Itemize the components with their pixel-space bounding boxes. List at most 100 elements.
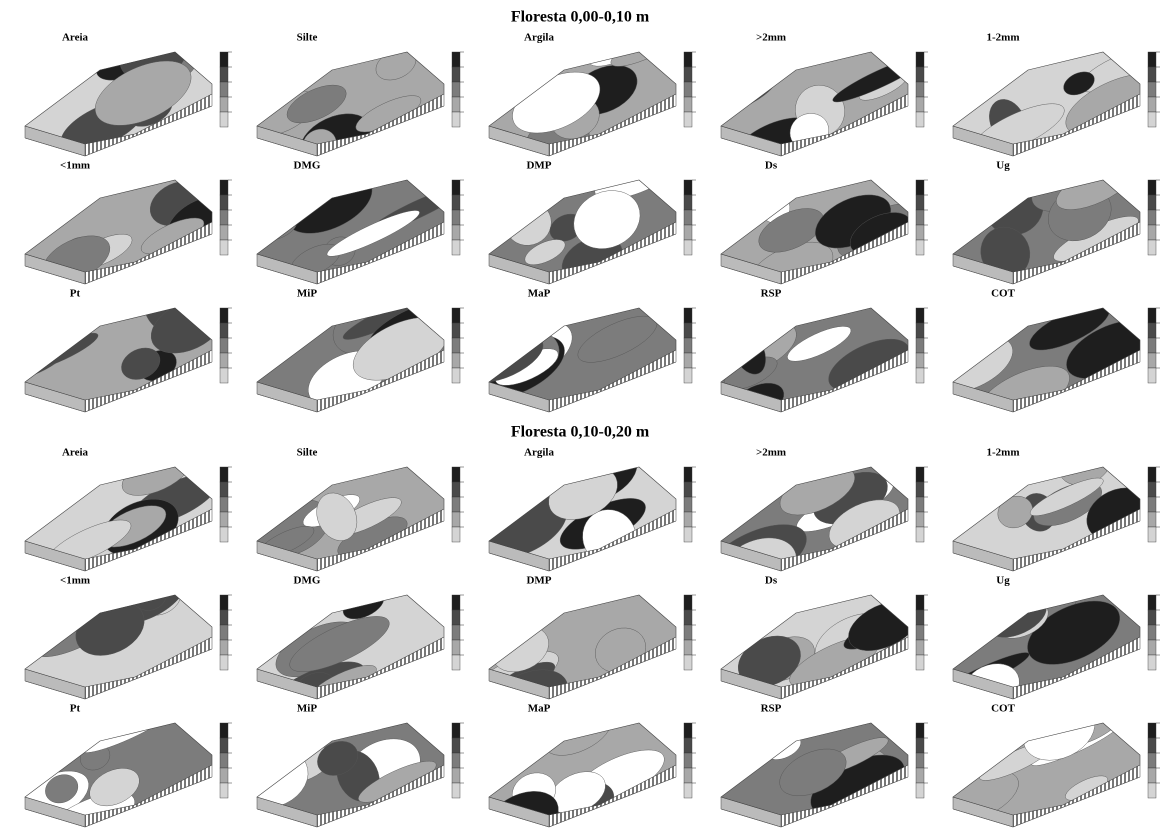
panel-label: 1-2mm [987,32,1020,44]
colorbar-segment [916,180,924,195]
colorbar-segment [916,783,924,798]
colorbar-segment [220,338,228,353]
map-panel: DMG [257,575,464,734]
colorbar-segment [916,497,924,512]
colorbar-segment [916,368,924,383]
panel-label: COT [991,288,1016,300]
colorbar-segment [916,323,924,338]
colorbar-segment [1148,655,1156,670]
panel-label: DMG [294,160,321,172]
colorbar-segment [220,323,228,338]
colorbar-segment [1148,195,1156,210]
colorbar-segment [684,112,692,127]
colorbar-segment [1148,52,1156,67]
contour-fill [920,296,1164,447]
map-panel: 1-2mm [953,434,1160,571]
colorbar-segment [916,225,924,240]
colorbar-segment [916,655,924,670]
map-panel: Areia [25,14,232,161]
colorbar-segment [1148,723,1156,738]
colorbar-segment [452,82,460,97]
colorbar-segment [452,225,460,240]
panel-label: Argila [524,447,554,459]
colorbar-segment [220,353,228,368]
panel-label: 1-2mm [987,447,1020,459]
panel-label: RSP [761,703,782,715]
colorbar-segment [1148,640,1156,655]
colorbar-segment [452,368,460,383]
colorbar-segment [220,195,228,210]
figure: Floresta 0,00-0,10 mAreiaSilteArgila>2mm… [0,0,1175,834]
panel-label: Argila [524,32,554,44]
colorbar-segment [916,640,924,655]
panel-label: Ug [996,575,1010,587]
contour-fill [931,570,1140,720]
colorbar-segment [1148,97,1156,112]
map-panel: >2mm [697,447,928,611]
colorbar-segment [1148,338,1156,353]
colorbar-segment [1148,225,1156,240]
map-panel: Silte [240,32,464,176]
contour-fill [240,43,444,176]
map-panel: DMP [489,133,697,293]
panel-label: MaP [528,703,551,715]
colorbar-segment [684,67,692,82]
colorbar-segment [916,353,924,368]
colorbar-segment [916,97,924,112]
colorbar-segment [684,338,692,353]
colorbar-segment [452,195,460,210]
map-panel: 1-2mm [950,32,1173,166]
colorbar-segment [1148,595,1156,610]
colorbar-segment [1148,180,1156,195]
colorbar-segment [916,753,924,768]
colorbar-segment [452,753,460,768]
map-panel: <1mm [25,549,232,699]
colorbar-segment [452,112,460,127]
map-panel: <1mm [25,160,252,292]
colorbar-segment [916,723,924,738]
colorbar-segment [220,497,228,512]
colorbar-segment [452,467,460,482]
colorbar-segment [452,353,460,368]
colorbar-segment [220,240,228,255]
map-panel: Areia [25,441,232,575]
colorbar-segment [916,610,924,625]
colorbar-segment [684,723,692,738]
map-panel: Silte [244,447,464,571]
colorbar-segment [1148,323,1156,338]
section-title: Floresta 0,00-0,10 m [511,9,650,26]
colorbar-segment [452,52,460,67]
contour-fill [25,549,212,687]
contour-fill [5,272,232,400]
colorbar-segment [684,768,692,783]
colorbar-segment [684,783,692,798]
colorbar-segment [1148,82,1156,97]
map-panel: >2mm [698,32,930,194]
colorbar-segment [916,67,924,82]
panel-label: COT [991,703,1016,715]
colorbar-segment [452,768,460,783]
colorbar-segment [916,210,924,225]
contour-fill [464,595,676,741]
panel-label: >2mm [756,447,786,459]
colorbar-segment [684,180,692,195]
colorbar-segment [1148,467,1156,482]
colorbar-segment [452,338,460,353]
panel-label: Ds [765,160,778,172]
section-title: Floresta 0,10-0,20 m [511,424,650,441]
colorbar-segment [1148,112,1156,127]
colorbar-segment [1148,783,1156,798]
colorbar-segment [220,783,228,798]
colorbar-segment [1148,625,1156,640]
colorbar-segment [452,595,460,610]
panel-label: DMP [526,160,551,172]
map-panel: MaP [479,702,696,834]
colorbar-segment [220,112,228,127]
panel-label: MaP [528,288,551,300]
colorbar-segment [452,625,460,640]
contour-fill [698,49,930,194]
colorbar-segment [1148,368,1156,383]
colorbar-segment [916,512,924,527]
panel-label: MiP [297,288,317,300]
colorbar-segment [916,625,924,640]
